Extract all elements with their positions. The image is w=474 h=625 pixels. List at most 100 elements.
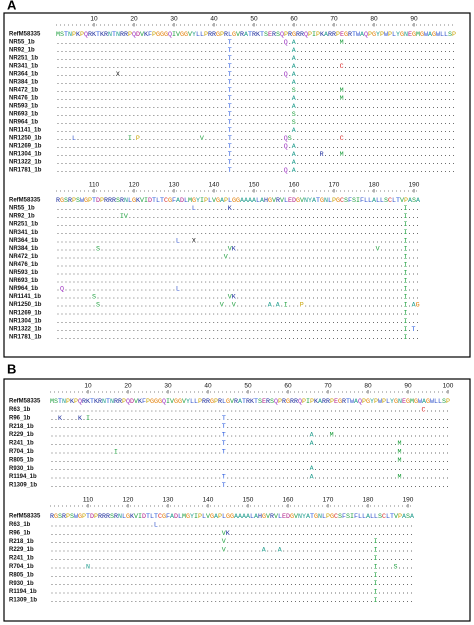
residue-run: I: [374, 537, 378, 545]
residue-run: N: [318, 512, 322, 520]
residue-run: ....: [324, 150, 340, 158]
residue-run: S: [378, 512, 382, 520]
residue-run: ...........................: [120, 70, 228, 78]
isolate-name: R96_1b: [9, 415, 31, 421]
residue-run: A: [292, 38, 296, 46]
residue-run: K: [70, 397, 74, 405]
residue-run: L: [386, 512, 390, 520]
residue-run: T: [92, 196, 96, 204]
residue-run: I: [404, 317, 408, 325]
residue-run: ........................................…: [50, 596, 374, 604]
residue-run: I: [404, 236, 408, 244]
residue-run: T: [160, 196, 164, 204]
isolate-name: NR251_1b: [9, 222, 38, 228]
residue-run: A: [238, 397, 242, 405]
residue-run: ........................................…: [56, 46, 228, 54]
residue-run: .....................: [226, 439, 310, 447]
panel-a-frame: [3, 12, 471, 358]
residue-run: P: [224, 196, 228, 204]
residue-run: SI: [352, 196, 360, 204]
residue-run: A: [292, 70, 296, 78]
residue-run: M: [398, 456, 402, 464]
residue-run: ........................................…: [56, 325, 404, 333]
residue-run: T: [154, 512, 158, 520]
residue-run: L: [184, 196, 188, 204]
residue-run: ...: [408, 236, 420, 244]
residue-run: K: [228, 204, 232, 212]
residue-run: GGG: [150, 397, 162, 405]
residue-run: E: [408, 30, 412, 38]
residue-run: T: [228, 166, 232, 174]
residue-run: P: [72, 196, 76, 204]
residue-run: VI: [134, 512, 142, 520]
residue-run: P: [214, 397, 218, 405]
residue-run: AAAA: [234, 512, 250, 520]
ruler-number: 190: [403, 497, 414, 504]
ruler-number: 180: [363, 497, 374, 504]
residue-run: T: [242, 397, 246, 405]
residue-run: G: [344, 30, 348, 38]
residue-run: NYA: [298, 512, 310, 520]
residue-run: ......: [204, 134, 228, 142]
residue-run: G: [262, 512, 266, 520]
residue-run: ........................................…: [56, 252, 224, 260]
residue-run: R: [218, 397, 222, 405]
isolate-name: R1194_1b: [9, 589, 37, 595]
residue-run: P: [136, 134, 140, 142]
residue-run: T: [222, 414, 226, 422]
ruler-number: 130: [169, 182, 180, 189]
residue-run: ED: [288, 196, 296, 204]
residue-run: ............................: [344, 150, 456, 158]
residue-run: ...............: [232, 118, 292, 126]
residue-run: S: [394, 562, 398, 570]
residue-run: G: [168, 196, 172, 204]
residue-run: L: [150, 512, 154, 520]
residue-run: A: [416, 196, 420, 204]
residue-run: GG: [226, 512, 234, 520]
residue-run: ........................................…: [50, 571, 374, 579]
residue-run: A: [254, 512, 258, 520]
residue-run: RR: [202, 397, 210, 405]
residue-run: M: [330, 430, 334, 438]
residue-run: A: [428, 30, 432, 38]
residue-run: .........: [378, 537, 414, 545]
isolate-name: NR384_1b: [9, 80, 38, 86]
reference-name: RefM58335: [9, 514, 41, 520]
residue-run: I: [404, 228, 408, 236]
ruler-number: 120: [129, 182, 140, 189]
residue-run: L: [178, 512, 182, 520]
residue-run: D: [180, 196, 184, 204]
residue-run: I: [128, 134, 132, 142]
residue-run: ............................: [344, 38, 456, 46]
ruler-number: 110: [89, 182, 100, 189]
residue-run: ........................................…: [50, 587, 374, 595]
residue-run: ............................: [64, 284, 176, 292]
residue-run: G: [330, 512, 334, 520]
residue-run: Q: [274, 397, 278, 405]
residue-run: E: [402, 397, 406, 405]
residue-run: D: [174, 512, 178, 520]
residue-run: ........................................…: [50, 537, 222, 545]
residue-run: G: [192, 196, 196, 204]
residue-run: S: [406, 512, 410, 520]
residue-run: ........................................…: [50, 456, 398, 464]
residue-run: G: [414, 397, 418, 405]
residue-run: .........................: [304, 300, 404, 308]
residue-run: ........................................…: [56, 86, 228, 94]
residue-run: R: [342, 397, 346, 405]
residue-run: Y: [390, 397, 394, 405]
residue-run: V: [222, 537, 226, 545]
residue-run: .: [288, 142, 292, 150]
residue-run: P: [278, 397, 282, 405]
residue-run: W: [384, 30, 388, 38]
residue-run: M: [340, 150, 344, 158]
residue-run: ........................................…: [196, 236, 404, 244]
reference-name: RefM58335: [9, 198, 41, 204]
residue-run: ........................................…: [226, 414, 450, 422]
residue-run: ........................................…: [50, 545, 222, 553]
residue-run: G: [286, 397, 290, 405]
residue-run: N: [124, 196, 128, 204]
ruler-number: 30: [164, 383, 172, 390]
residue-run: ...: [408, 333, 420, 341]
residue-run: I: [374, 571, 378, 579]
